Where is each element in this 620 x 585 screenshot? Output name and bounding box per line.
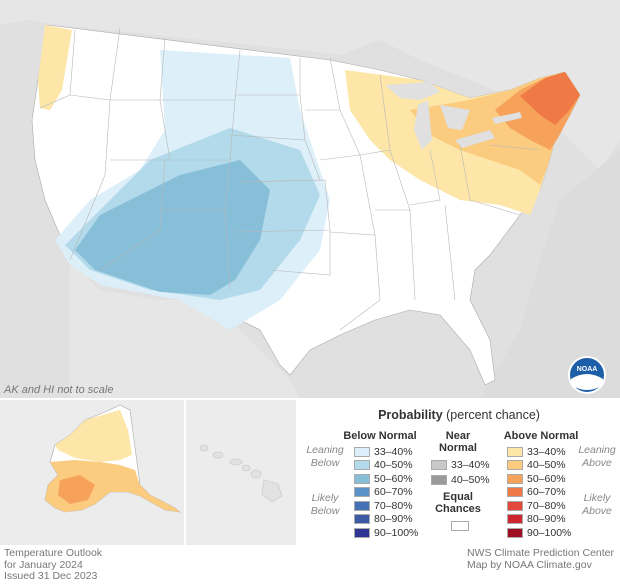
below-normal-row: 60–70% (354, 486, 413, 498)
below-normal-row: 40–50% (354, 459, 413, 471)
above-normal-label: 80–90% (527, 513, 566, 525)
below-normal-label: 60–70% (374, 486, 413, 498)
near-normal-row: 40–50% (431, 473, 490, 486)
above-normal-swatch (507, 460, 523, 470)
below-normal-label: 33–40% (374, 445, 413, 458)
outlook-issued: Issued 31 Dec 2023 (4, 570, 98, 582)
outlook-title: Temperature Outlook (4, 547, 103, 559)
below-normal-label: 90–100% (374, 526, 419, 539)
below-normal-swatch (354, 473, 370, 484)
outlook-period: for January 2024 (4, 558, 83, 571)
equal-chances-heading: Equal Chances (435, 491, 481, 515)
equal-chances-swatch (451, 521, 469, 531)
hawaii-inset (186, 400, 296, 545)
credit-cpc: NWS Climate Prediction Center (466, 547, 614, 559)
below-normal-row: 70–80% (354, 499, 413, 512)
above-normal-swatch (507, 527, 523, 538)
above-normal-row: 90–100% (507, 526, 572, 539)
above-normal-label: 40–50% (527, 459, 566, 471)
above-normal-label: 70–80% (527, 499, 566, 512)
below-normal-swatch (354, 446, 370, 457)
above-normal-row: 60–70% (507, 486, 566, 498)
below-normal-row: 50–60% (354, 472, 413, 485)
credits: NWS Climate Prediction Center Map by NOA… (466, 547, 614, 571)
conus-map-graphic: AK and HI not to scale (3, 24, 581, 396)
legend-title-bold: Probability (378, 408, 443, 422)
near-normal-heading: Near Normal (439, 430, 477, 454)
above-normal-label: 60–70% (527, 486, 566, 498)
below-normal-swatch (354, 527, 370, 538)
above-normal-swatch (507, 514, 523, 524)
conus-map: AK and HI not to scale (0, 0, 620, 398)
below-50-60 (75, 160, 270, 295)
alaska-inset (0, 400, 184, 545)
near-normal-label: 33–40% (451, 458, 490, 471)
noaa-logo: NOAA (567, 355, 607, 395)
likely-above-label: Likely Above (582, 492, 612, 517)
scale-note: AK and HI not to scale (3, 384, 113, 396)
above-normal-swatch (507, 446, 523, 457)
above-normal-row: 70–80% (507, 499, 566, 512)
below-normal-label: 50–60% (374, 472, 413, 485)
above-normal-label: 33–40% (527, 445, 566, 458)
below-normal-swatch (354, 500, 370, 511)
above-normal-row: 80–90% (507, 513, 566, 525)
near-normal-swatch (431, 459, 447, 470)
below-normal-swatch (354, 460, 370, 470)
near-normal-row: 33–40% (431, 458, 490, 471)
outlook-info: Temperature Outlook for January 2024 Iss… (4, 547, 103, 583)
above-normal-row: 33–40% (507, 445, 566, 458)
below-normal-row: 90–100% (354, 526, 419, 539)
likely-below-label: Likely Below (310, 492, 340, 517)
above-normal-label: 90–100% (527, 526, 572, 539)
near-normal-label: 40–50% (451, 473, 490, 486)
above-normal-swatch (507, 473, 523, 484)
below-normal-heading: Below Normal (343, 430, 417, 442)
above-normal-swatch (507, 487, 523, 497)
legend: Probability (percent chance) Below Norma… (298, 400, 620, 545)
svg-text:NOAA: NOAA (577, 366, 598, 373)
leaning-above-label: Leaning Above (578, 444, 616, 469)
below-normal-swatch (354, 487, 370, 497)
below-normal-row: 33–40% (354, 445, 413, 458)
below-normal-swatch (354, 514, 370, 524)
legend-title-rest: (percent chance) (442, 408, 540, 422)
above-normal-swatch (507, 500, 523, 511)
below-normal-row: 80–90% (354, 513, 413, 525)
legend-title: Probability (percent chance) (298, 408, 620, 422)
below-normal-label: 40–50% (374, 459, 413, 471)
leaning-below-label: Leaning Below (306, 444, 344, 469)
above-west-coast (38, 25, 72, 110)
below-normal-label: 80–90% (374, 513, 413, 525)
credit-climate-gov: Map by NOAA Climate.gov (466, 558, 592, 571)
above-normal-heading: Above Normal (503, 430, 579, 442)
above-normal-row: 50–60% (507, 472, 566, 485)
near-normal-swatch (431, 474, 447, 485)
above-normal-label: 50–60% (527, 472, 566, 485)
above-60-70 (520, 72, 580, 125)
above-normal-row: 40–50% (507, 459, 566, 471)
below-normal-label: 70–80% (374, 499, 413, 512)
